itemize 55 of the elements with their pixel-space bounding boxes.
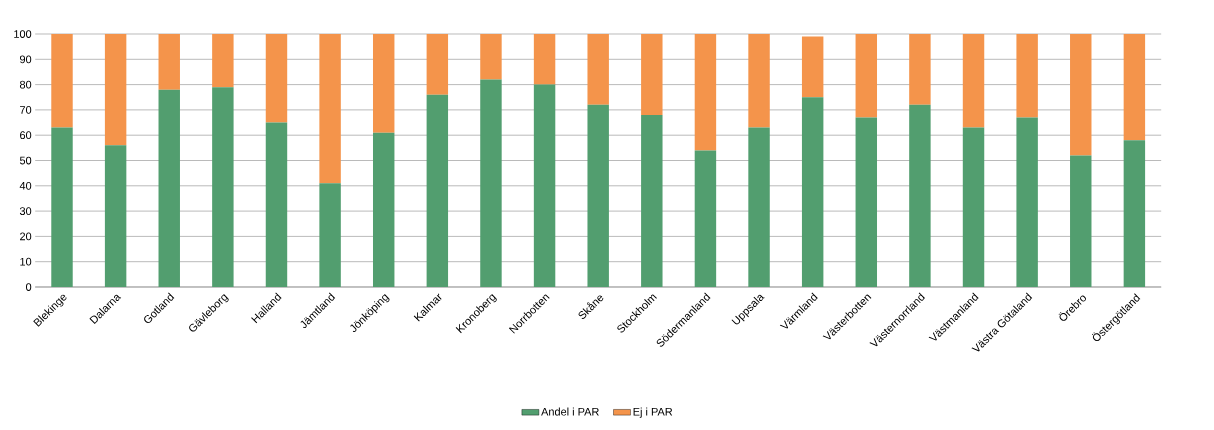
bar: [1016, 34, 1038, 118]
bar: [51, 127, 73, 287]
legend-label: Andel i PAR: [541, 407, 599, 416]
bar: [909, 104, 931, 287]
bar: [319, 34, 341, 184]
y-tick-label: 20: [20, 232, 32, 241]
legend-label: Ej i PAR: [633, 407, 673, 418]
bar: [801, 36, 824, 98]
bar: [372, 132, 395, 287]
bar: [265, 122, 288, 287]
bar: [426, 34, 449, 95]
bar: [1123, 34, 1146, 141]
bar: [587, 34, 609, 105]
bar: [480, 34, 502, 80]
bar: [533, 84, 556, 287]
y-tick-label: 100: [14, 30, 32, 38]
bar: [212, 87, 234, 287]
y-tick-label: 30: [19, 207, 32, 215]
bar: [694, 150, 717, 287]
bar: [158, 89, 180, 287]
y-tick-label: 90: [20, 55, 32, 64]
bar: [426, 94, 449, 287]
y-tick-label: 40: [19, 181, 32, 190]
bar: [1070, 155, 1092, 287]
bar: [962, 127, 985, 287]
bar: [319, 183, 341, 287]
bar: [641, 34, 663, 115]
bar: [855, 117, 878, 287]
bar: [104, 34, 127, 146]
bar: [748, 34, 770, 128]
bar: [1016, 117, 1038, 287]
bar: [962, 34, 985, 128]
y-tick-label: 0: [26, 283, 32, 291]
bar: [801, 97, 824, 287]
bar: [480, 79, 502, 287]
bar: [587, 104, 609, 287]
bar: [909, 34, 931, 105]
bar: [51, 34, 73, 128]
bar: [212, 34, 234, 88]
bar: [372, 34, 395, 133]
y-tick-label: 50: [19, 156, 32, 165]
bar: [748, 127, 770, 287]
bar: [694, 34, 717, 151]
bar: [1123, 140, 1146, 287]
bar: [533, 34, 556, 85]
bar: [158, 34, 180, 90]
y-tick-label: 60: [20, 131, 32, 140]
y-tick-label: 80: [19, 80, 32, 89]
bar: [855, 34, 878, 118]
y-tick-label: 10: [20, 257, 32, 266]
bar: [1070, 34, 1092, 156]
y-tick-label: 70: [20, 106, 32, 114]
bar: [265, 34, 288, 123]
bar: [641, 114, 663, 287]
bar: [104, 145, 127, 287]
